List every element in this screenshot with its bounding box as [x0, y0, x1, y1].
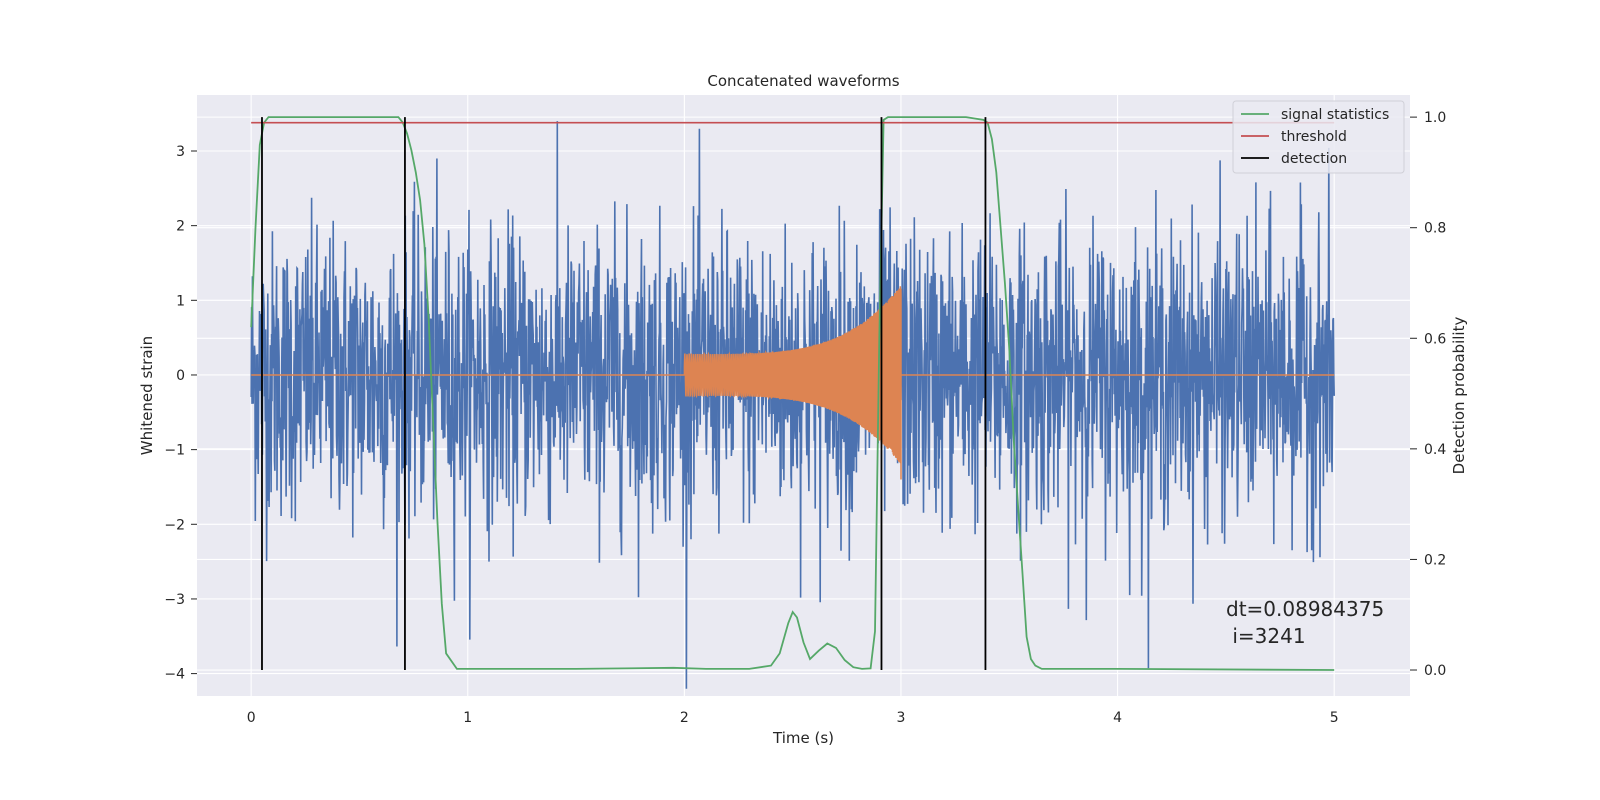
y-left-tick-label: −2 [164, 517, 185, 533]
y-axis-left-label: Whitened strain [138, 336, 156, 455]
y-right-tick-label: 0.2 [1424, 552, 1446, 568]
signal-statistics-line [250, 116, 1335, 671]
legend: signal statistics threshold detection [1232, 100, 1405, 174]
axes-layer: 0 1 2 3 4 5 −4 −3 −2 −1 0 1 2 3 0.0 0.2 0.4 0.6 0.8 1.0 [164, 110, 1446, 726]
y-axis-right-label: Detection probability [1450, 317, 1468, 475]
x-tick-label: 0 [247, 710, 256, 726]
y-left-tick-label: −3 [164, 592, 185, 608]
y-left-tick-label: 1 [176, 293, 185, 309]
y-left-tick-label: 3 [176, 144, 185, 160]
y-right-tick-label: 0.0 [1424, 663, 1446, 679]
annotation-line-i: i=3241 [1226, 624, 1306, 648]
y-right-tick-label: 0.4 [1424, 442, 1446, 458]
x-tick-label: 4 [1113, 710, 1122, 726]
x-tick-label: 2 [680, 710, 689, 726]
x-tick-label: 5 [1330, 710, 1339, 726]
legend-box [1232, 100, 1405, 174]
y-right-tick-label: 0.6 [1424, 331, 1446, 347]
y-right-tick-label: 1.0 [1424, 110, 1446, 126]
y-left-tick-label: 0 [176, 368, 185, 384]
x-tick-label: 3 [897, 710, 906, 726]
chart-title: Concatenated waveforms [707, 72, 899, 90]
x-tick-label: 1 [463, 710, 472, 726]
x-axis-label: Time (s) [772, 729, 834, 747]
y-left-tick-label: −4 [164, 667, 185, 683]
annotation: dt=0.08984375 i=3241 [1226, 597, 1384, 648]
chirp-template-line [251, 286, 1335, 480]
legend-label: signal statistics [1281, 107, 1389, 123]
y-right-tick-label: 0.8 [1424, 221, 1446, 237]
annotation-line-dt: dt=0.08984375 [1226, 597, 1384, 621]
legend-label: threshold [1281, 129, 1347, 145]
y-left-tick-label: −1 [164, 443, 185, 459]
y-left-tick-label: 2 [176, 219, 185, 235]
series-layer [250, 116, 1335, 689]
legend-label: detection [1281, 151, 1347, 167]
